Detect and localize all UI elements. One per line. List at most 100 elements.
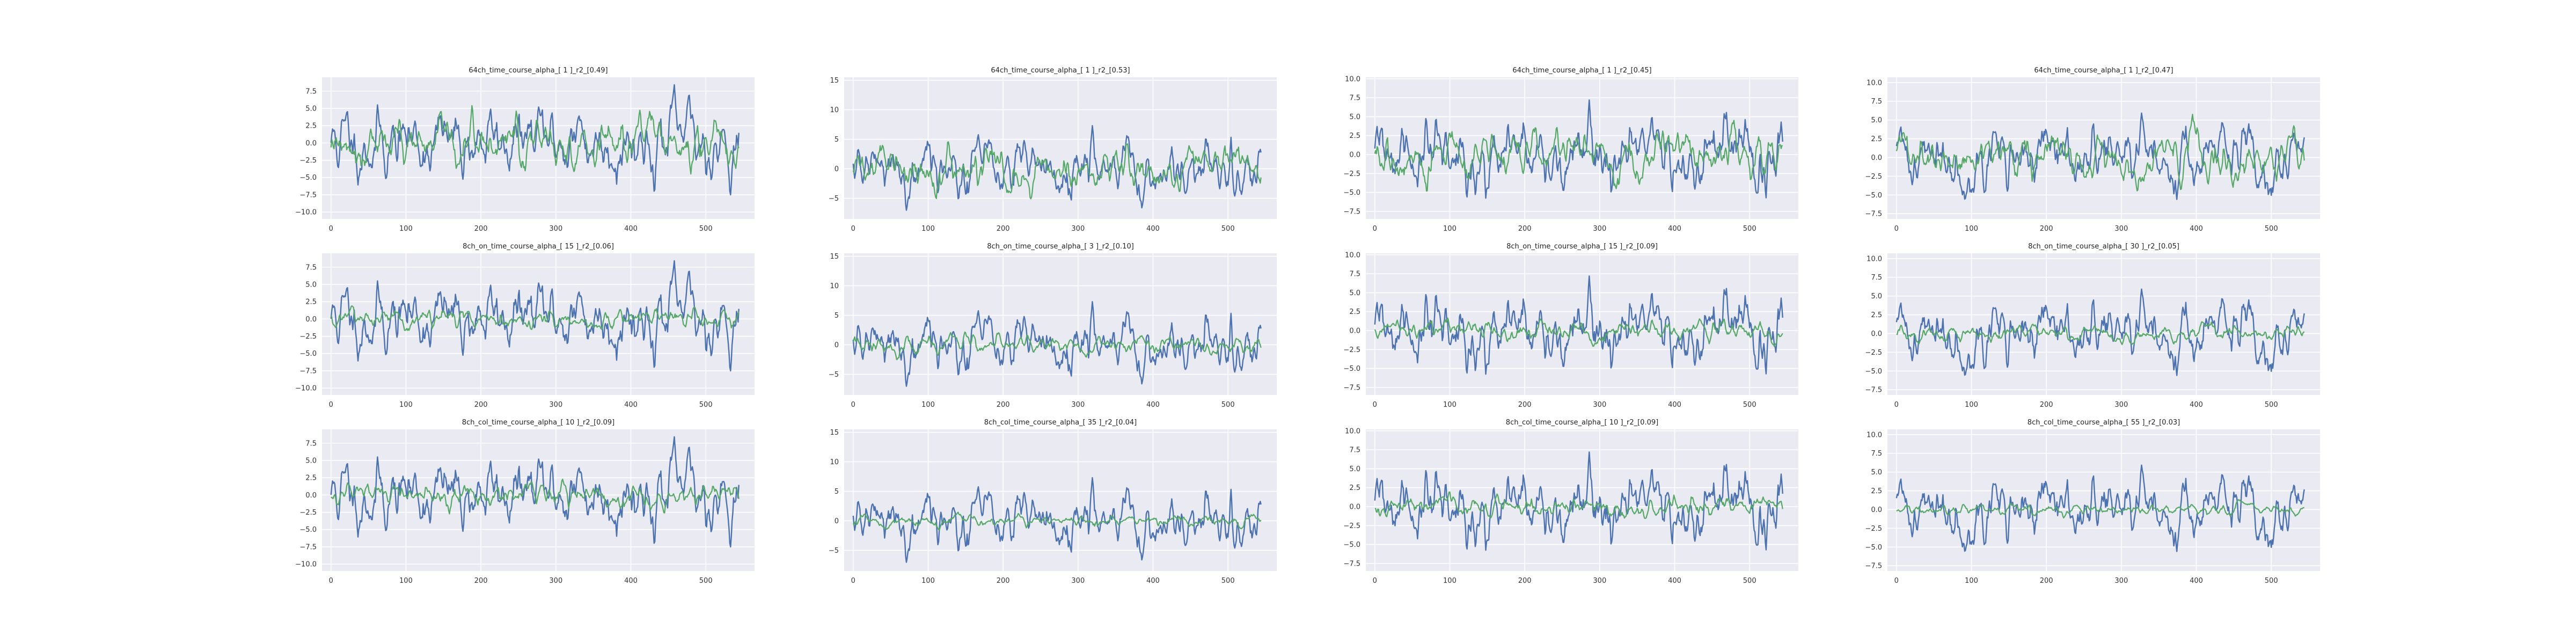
subplot-title: 64ch_time_course_alpha_[ 1 ]_r2_[0.45] (1512, 67, 1651, 75)
x-tick-label: 500 (1221, 401, 1235, 409)
x-tick-label: 100 (399, 225, 413, 233)
x-tick-label: 100 (1965, 577, 1978, 585)
x-tick-label: 500 (1743, 225, 1757, 233)
y-tick-label: 0.0 (1349, 327, 1360, 335)
y-tick-label: 10 (830, 106, 839, 114)
x-tick-label: 0 (1894, 225, 1899, 233)
subplot-title: 8ch_on_time_course_alpha_[ 3 ]_r2_[0.10] (987, 243, 1134, 251)
y-tick-label: 10.0 (1867, 79, 1882, 87)
x-tick-label: 0 (329, 577, 333, 585)
x-tick-label: 200 (474, 577, 488, 585)
subplot: 0 100 200 300 400 500 −5 0 5 10 15 8ch_on_time_cour… (829, 243, 1277, 409)
series-line-green (852, 331, 1262, 361)
series-line-green (852, 141, 1262, 200)
y-tick-label: −5 (829, 371, 839, 379)
subplot: 0 100 200 300 400 500 −7.5 −5.0 −2.5 0.0 2.5 5.0 7.5… (1865, 67, 2320, 233)
x-tick-label: 500 (2265, 225, 2278, 233)
y-tick-label: 5.0 (1349, 465, 1360, 473)
y-tick-label: −2.5 (299, 333, 317, 341)
y-tick-label: 10.0 (1345, 75, 1360, 83)
y-tick-label: 0.0 (1871, 506, 1882, 514)
x-tick-label: 0 (1373, 225, 1377, 233)
subplot: 0 100 200 300 400 500 −7.5 −5.0 −2.5 0.0 2.5 5.0 7.5… (1343, 419, 1798, 585)
y-tick-label: 0 (835, 517, 839, 525)
series-line-blue (852, 301, 1262, 387)
y-tick-label: −7.5 (1865, 562, 1882, 570)
x-tick-label: 0 (329, 225, 333, 233)
y-tick-label: −2.5 (1343, 346, 1360, 354)
y-tick-label: 7.5 (305, 87, 317, 96)
x-tick-label: 300 (549, 577, 562, 585)
subplot: 0 100 200 300 400 500 −10.0 −7.5 −5.0 −2.5 0.0 2.5 5… (295, 67, 755, 233)
axes-background (322, 429, 755, 571)
y-tick-label: 15 (830, 77, 839, 85)
y-tick-label: 2.5 (1349, 484, 1360, 492)
y-tick-label: 5 (835, 488, 839, 496)
series-line-green (1896, 114, 2305, 192)
y-tick-label: −5.0 (1865, 192, 1882, 200)
series-line-green (1896, 499, 2304, 519)
series-line-blue (1374, 275, 1783, 375)
y-tick-label: 2.5 (305, 298, 317, 306)
y-tick-label: 5.0 (1871, 116, 1882, 125)
x-tick-label: 0 (851, 401, 855, 409)
y-tick-label: 5.0 (1871, 469, 1882, 477)
x-tick-label: 300 (1071, 577, 1085, 585)
series-line-blue (1374, 451, 1783, 551)
y-tick-label: 5.0 (1349, 289, 1360, 297)
subplot: 0 100 200 300 400 500 −5 0 5 10 15 64ch_time_course… (829, 67, 1277, 233)
y-tick-label: −2.5 (1865, 349, 1882, 357)
y-tick-label: −7.5 (299, 543, 317, 551)
series-line-blue (1896, 288, 2305, 376)
y-tick-label: −5 (829, 195, 839, 203)
x-tick-label: 500 (2265, 577, 2278, 585)
x-tick-label: 200 (997, 577, 1010, 585)
subplot-title: 8ch_col_time_course_alpha_[ 10 ]_r2_[0.0… (462, 419, 614, 427)
y-tick-label: 7.5 (1871, 274, 1882, 282)
y-tick-label: 10.0 (1867, 255, 1882, 263)
x-tick-label: 100 (399, 401, 413, 409)
y-tick-label: 10.0 (1867, 431, 1882, 439)
x-tick-label: 100 (1443, 577, 1457, 585)
x-tick-label: 200 (474, 225, 488, 233)
x-tick-label: 400 (2190, 225, 2203, 233)
y-tick-label: −10.0 (295, 209, 317, 217)
y-tick-label: −7.5 (1865, 386, 1882, 394)
y-tick-label: −5.0 (1865, 368, 1882, 376)
subplot-title: 64ch_time_course_alpha_[ 1 ]_r2_[0.47] (2034, 67, 2173, 75)
x-tick-label: 400 (1668, 577, 1681, 585)
x-tick-label: 400 (624, 401, 638, 409)
y-tick-label: −7.5 (299, 367, 317, 375)
y-tick-label: 5.0 (1871, 292, 1882, 301)
y-tick-label: 2.5 (1871, 487, 1882, 495)
subplot: 0 100 200 300 400 500 −7.5 −5.0 −2.5 0.0 2.5 5.0 7.5… (1865, 419, 2320, 585)
x-tick-label: 500 (699, 225, 713, 233)
subplot: 0 100 200 300 400 500 −7.5 −5.0 −2.5 0.0 2.5 5.0 7.5… (1343, 67, 1798, 233)
x-tick-label: 100 (1443, 225, 1457, 233)
series-line-green (1374, 120, 1783, 192)
series-line-green (1374, 491, 1783, 519)
x-tick-label: 200 (1518, 577, 1532, 585)
x-tick-label: 500 (1743, 577, 1757, 585)
x-tick-label: 300 (1593, 401, 1606, 409)
y-tick-label: 2.5 (1349, 308, 1360, 316)
x-tick-label: 400 (1146, 401, 1160, 409)
y-tick-label: 7.5 (305, 264, 317, 272)
y-tick-label: −5 (829, 547, 839, 555)
series-line-green (852, 511, 1262, 531)
x-tick-label: 100 (921, 401, 935, 409)
x-tick-label: 0 (329, 401, 333, 409)
y-tick-label: −7.5 (1343, 384, 1360, 392)
subplot: 0 100 200 300 400 500 −10.0 −7.5 −5.0 −2.5 0.0 2.5 5… (295, 419, 755, 585)
y-tick-label: −2.5 (1343, 522, 1360, 530)
y-tick-label: 5.0 (305, 105, 317, 113)
y-tick-label: 0.0 (305, 140, 317, 148)
y-tick-label: 7.5 (1349, 270, 1360, 279)
y-tick-label: −2.5 (299, 157, 317, 165)
series-line-blue (330, 84, 740, 196)
y-tick-label: 2.5 (305, 122, 317, 130)
x-tick-label: 200 (2040, 225, 2053, 233)
subplot: 0 100 200 300 400 500 −7.5 −5.0 −2.5 0.0 2.5 5.0 7.5… (1865, 243, 2320, 409)
x-tick-label: 200 (2040, 401, 2053, 409)
y-tick-label: 0.0 (1349, 503, 1360, 511)
